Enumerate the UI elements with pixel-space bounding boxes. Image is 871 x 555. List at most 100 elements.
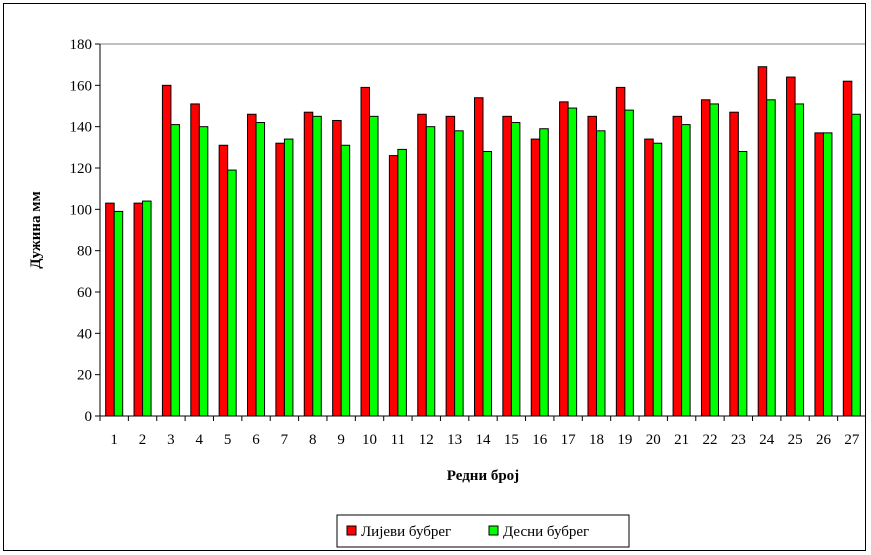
x-tick-label: 11 bbox=[391, 432, 405, 448]
bar-right-11 bbox=[397, 148, 407, 417]
bar-left-5 bbox=[218, 144, 229, 417]
x-axis-label: Редни број bbox=[447, 468, 519, 484]
bar-right-26 bbox=[822, 132, 833, 417]
bar-left-13 bbox=[445, 115, 456, 417]
bar-right-19 bbox=[624, 109, 634, 417]
y-tick-label: 100 bbox=[70, 202, 93, 218]
bar-right-9 bbox=[340, 144, 351, 417]
bar-right-3 bbox=[170, 124, 180, 417]
bar-left-9 bbox=[332, 119, 342, 417]
x-tick-label: 10 bbox=[362, 432, 377, 448]
x-tick-label: 21 bbox=[674, 432, 689, 448]
bar-left-10 bbox=[360, 86, 371, 417]
y-tick-label: 60 bbox=[77, 285, 92, 301]
bar-right-2 bbox=[142, 200, 152, 417]
bar-left-27 bbox=[842, 80, 853, 417]
x-tick-label: 22 bbox=[702, 432, 717, 448]
x-tick-label: 19 bbox=[617, 432, 632, 448]
y-tick-label: 120 bbox=[70, 161, 93, 177]
x-tick-label: 8 bbox=[309, 432, 317, 448]
bar-right-17 bbox=[567, 107, 578, 417]
y-axis-ticks: 0 20 40 60 80 100 120 140 160 180 bbox=[70, 37, 100, 425]
x-tick-label: 18 bbox=[589, 432, 604, 448]
bar-right-24 bbox=[766, 99, 776, 417]
bar-right-5 bbox=[227, 169, 237, 417]
bar-right-8 bbox=[312, 115, 322, 417]
y-tick-label: 80 bbox=[77, 244, 92, 260]
bar-right-21 bbox=[681, 124, 691, 417]
bar-left-3 bbox=[161, 84, 172, 417]
bar-left-25 bbox=[786, 76, 796, 417]
bar-left-18 bbox=[587, 115, 597, 417]
x-tick-label: 9 bbox=[337, 432, 345, 448]
bar-right-22 bbox=[709, 103, 719, 417]
bar-left-16 bbox=[530, 138, 541, 417]
legend-label-1: Лијеви бубрег bbox=[361, 524, 451, 540]
bar-right-20 bbox=[652, 142, 663, 417]
x-tick-label: 26 bbox=[816, 432, 832, 448]
bar-right-4 bbox=[198, 126, 209, 417]
y-tick-label: 140 bbox=[70, 120, 93, 136]
x-tick-label: 23 bbox=[731, 432, 746, 448]
bar-right-18 bbox=[595, 130, 606, 417]
bar-right-25 bbox=[794, 103, 805, 417]
bar-right-15 bbox=[510, 122, 521, 417]
bar-left-26 bbox=[814, 132, 824, 417]
bar-left-15 bbox=[502, 115, 512, 417]
bar-right-23 bbox=[737, 150, 748, 417]
bar-left-2 bbox=[133, 202, 144, 417]
x-tick-label: 17 bbox=[561, 432, 577, 448]
bar-left-8 bbox=[303, 111, 314, 417]
x-tick-label: 25 bbox=[788, 432, 803, 448]
x-axis-ticks: 1 2 3 4 5 6 7 8 9 10 11 12 13 14 15 16 17 18 19 20 21 22 23 24 2… bbox=[99, 416, 867, 448]
legend-swatch-1 bbox=[346, 525, 357, 536]
bar-left-24 bbox=[757, 66, 768, 417]
x-tick-label: 6 bbox=[252, 432, 260, 448]
bar-left-19 bbox=[615, 86, 626, 417]
bar-left-23 bbox=[729, 111, 739, 417]
bar-right-27 bbox=[851, 113, 861, 417]
y-tick-label: 0 bbox=[85, 409, 93, 425]
legend: Лијеви бубрег Десни бубрег bbox=[336, 514, 630, 548]
y-tick-label: 40 bbox=[77, 326, 92, 342]
legend-swatch-2 bbox=[488, 525, 499, 536]
bar-right-16 bbox=[539, 128, 549, 417]
y-tick-label: 20 bbox=[77, 368, 92, 384]
bar-left-4 bbox=[190, 103, 200, 417]
bar-left-14 bbox=[473, 97, 484, 417]
bar-left-1 bbox=[105, 202, 115, 417]
x-tick-label: 15 bbox=[504, 432, 519, 448]
bar-left-7 bbox=[275, 142, 285, 417]
y-tick-label: 180 bbox=[70, 37, 93, 53]
bar-right-7 bbox=[283, 138, 294, 417]
x-tick-label: 24 bbox=[759, 432, 775, 448]
x-tick-label: 7 bbox=[281, 432, 289, 448]
x-tick-label: 2 bbox=[139, 432, 147, 448]
legend-label-2: Десни бубрег bbox=[503, 524, 589, 540]
bar-left-17 bbox=[559, 101, 569, 417]
x-tick-label: 13 bbox=[447, 432, 462, 448]
bar-right-12 bbox=[425, 126, 436, 417]
chart-frame: 0 20 40 60 80 100 120 140 160 180 1 2 3 4 5 6 7 8 9 10 11 12… bbox=[3, 3, 867, 551]
x-tick-label: 27 bbox=[844, 432, 860, 448]
bar-right-10 bbox=[369, 115, 379, 417]
y-axis-label: Дужина мм bbox=[28, 191, 44, 268]
bar-left-22 bbox=[700, 99, 711, 417]
x-tick-label: 12 bbox=[419, 432, 434, 448]
x-tick-label: 5 bbox=[224, 432, 232, 448]
bar-left-12 bbox=[417, 113, 427, 417]
bar-right-1 bbox=[113, 210, 124, 417]
bar-left-11 bbox=[388, 155, 399, 417]
x-tick-label: 4 bbox=[196, 432, 204, 448]
legend-box bbox=[336, 514, 630, 548]
y-tick-label: 160 bbox=[70, 78, 93, 94]
bar-left-6 bbox=[247, 113, 257, 417]
bars-group bbox=[105, 66, 861, 417]
bar-left-20 bbox=[644, 138, 654, 417]
x-tick-label: 1 bbox=[110, 432, 118, 448]
bar-right-14 bbox=[482, 150, 493, 417]
bar-right-13 bbox=[454, 130, 464, 417]
x-tick-label: 16 bbox=[532, 432, 548, 448]
x-tick-label: 14 bbox=[476, 432, 492, 448]
